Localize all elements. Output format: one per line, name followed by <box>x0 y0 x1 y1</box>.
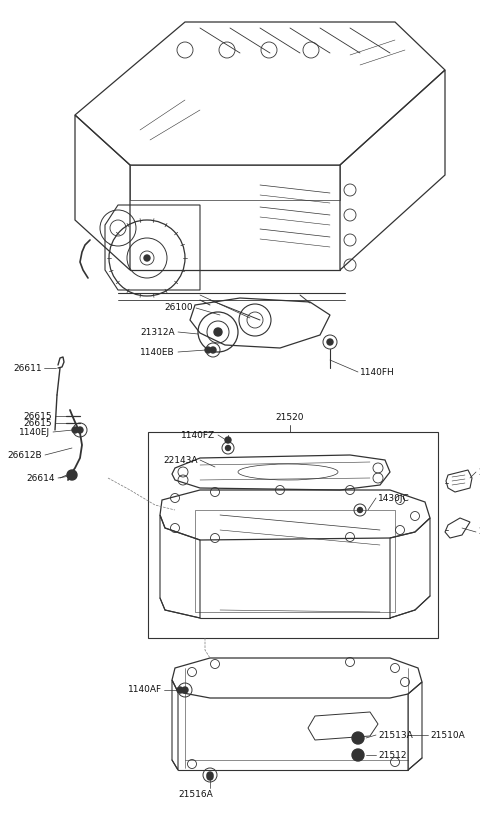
Circle shape <box>352 732 364 744</box>
Circle shape <box>352 749 364 761</box>
Circle shape <box>177 687 183 693</box>
Text: 21451B: 21451B <box>478 527 480 536</box>
Circle shape <box>205 347 211 353</box>
Circle shape <box>210 347 216 353</box>
Text: 26615: 26615 <box>24 411 52 420</box>
Circle shape <box>207 772 213 778</box>
Text: 1140FZ: 1140FZ <box>181 430 215 440</box>
Circle shape <box>72 427 78 433</box>
Text: 1140EJ: 1140EJ <box>19 428 50 436</box>
Circle shape <box>226 445 230 450</box>
Text: 26614: 26614 <box>26 474 55 483</box>
Circle shape <box>327 339 333 345</box>
Text: 21513A: 21513A <box>378 731 413 740</box>
Circle shape <box>214 328 222 336</box>
Text: 1140FH: 1140FH <box>360 368 395 376</box>
Text: 1140EB: 1140EB <box>140 348 175 356</box>
Text: 26615: 26615 <box>24 419 52 428</box>
Text: 21510A: 21510A <box>430 731 465 740</box>
Text: 21512: 21512 <box>378 751 407 760</box>
Text: 21514: 21514 <box>478 468 480 476</box>
Circle shape <box>358 508 362 513</box>
Bar <box>148 432 438 638</box>
Text: 1430JC: 1430JC <box>378 494 410 503</box>
Text: 22143A: 22143A <box>164 455 198 465</box>
Text: 21516A: 21516A <box>179 790 214 799</box>
Text: 26100: 26100 <box>164 304 193 313</box>
Text: 21520: 21520 <box>276 413 304 422</box>
Circle shape <box>144 255 150 261</box>
Circle shape <box>69 473 75 479</box>
Text: 26612B: 26612B <box>7 450 42 460</box>
Text: 1140AF: 1140AF <box>128 686 162 695</box>
Circle shape <box>182 687 188 693</box>
Text: 21312A: 21312A <box>140 328 175 336</box>
Text: 26611: 26611 <box>13 364 42 373</box>
Circle shape <box>207 774 213 780</box>
Circle shape <box>77 427 83 433</box>
Circle shape <box>225 437 231 443</box>
Circle shape <box>67 470 77 480</box>
